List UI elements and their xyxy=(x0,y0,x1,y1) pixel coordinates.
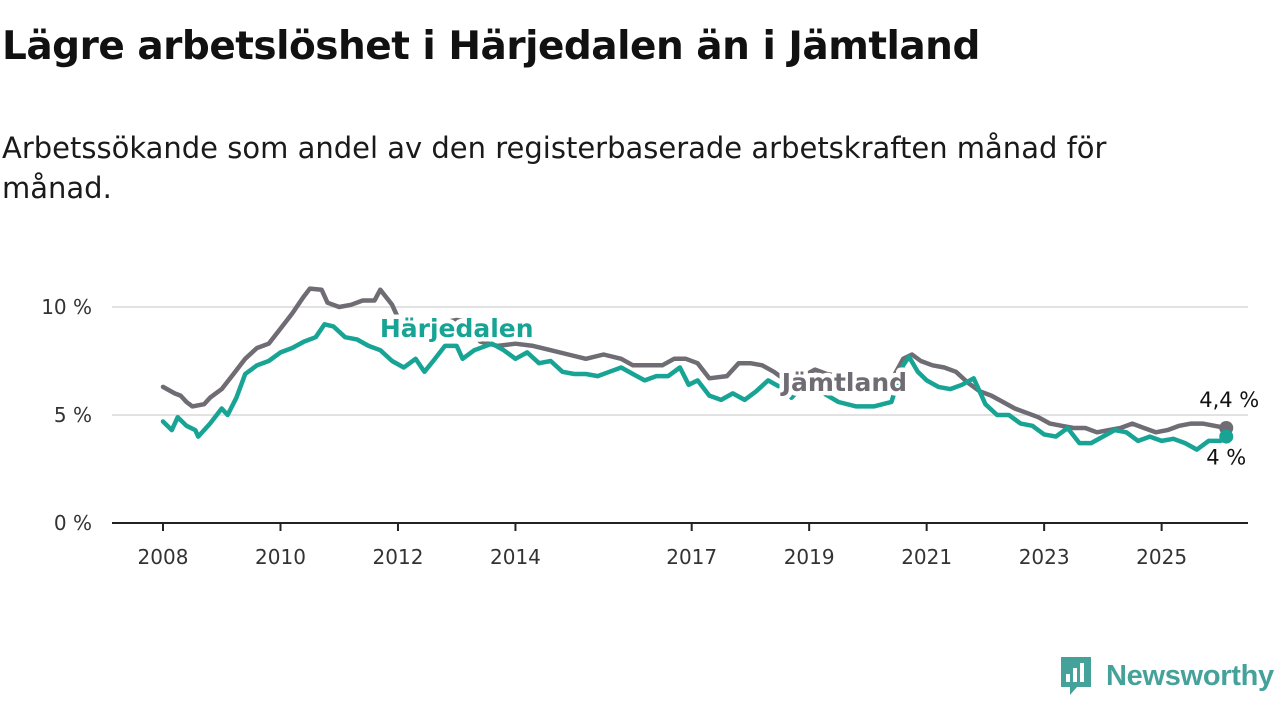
x-tick-label: 2012 xyxy=(373,545,424,569)
end-value-label: 4 % xyxy=(1206,446,1246,470)
x-tick-label: 2023 xyxy=(1019,545,1070,569)
brand-name: Newsworthy xyxy=(1106,659,1274,692)
x-tick-label: 2010 xyxy=(255,545,306,569)
end-value-label: 4,4 % xyxy=(1199,388,1259,412)
gridlines xyxy=(112,306,1248,416)
chart-labels: 0 % 5 % 10 % 2008 2010 2012 2014 2017 2019 2021 20… xyxy=(41,295,1259,569)
y-tick-label: 5 % xyxy=(54,403,92,427)
series-label: Härjedalen xyxy=(380,314,534,343)
x-tick-label: 2019 xyxy=(784,545,835,569)
axes xyxy=(112,522,1248,531)
x-tick-label: 2021 xyxy=(901,545,952,569)
series-lines xyxy=(160,286,1229,452)
series-line-jmtland xyxy=(160,286,1229,435)
x-tick-label: 2017 xyxy=(666,545,717,569)
end-point xyxy=(1219,429,1234,444)
y-tick-label: 0 % xyxy=(54,511,92,535)
y-tick-label: 10 % xyxy=(41,295,92,319)
brand-logo: Newsworthy xyxy=(1058,654,1274,698)
x-tick-label: 2025 xyxy=(1136,545,1187,569)
x-tick-label: 2008 xyxy=(138,545,189,569)
chart-title: Lägre arbetslöshet i Härjedalen än i Jäm… xyxy=(2,24,980,69)
series-label-halo: Härjedalen xyxy=(380,314,534,343)
x-tick-label: 2014 xyxy=(490,545,541,569)
series-label-halo: Jämtland xyxy=(780,368,907,397)
series-line-hrjedalen xyxy=(160,322,1229,452)
series-label: Jämtland xyxy=(780,368,907,397)
chart-subtitle: Arbetssökande som andel av den registerb… xyxy=(2,131,1107,205)
newsworthy-logo-icon xyxy=(1061,657,1091,695)
